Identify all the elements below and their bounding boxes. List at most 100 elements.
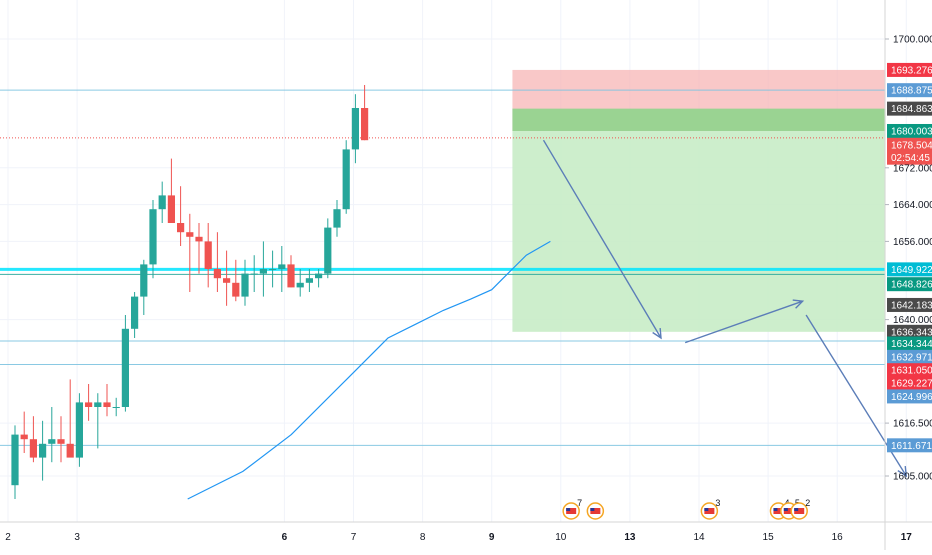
candle [121,315,129,412]
price-tag[interactable]: 1693.276 [887,62,932,77]
us-flag-icon [783,508,794,514]
candle-body [177,223,185,233]
candle-body [85,402,93,407]
candle [259,241,267,297]
candle [213,232,221,292]
candle [29,416,37,463]
price-tag[interactable]: 1642.183 [887,297,932,312]
price-tag-label: 1684.863 [891,104,932,115]
candle-body [103,402,111,407]
time-tick-label: 17 [901,532,913,543]
time-tick-label: 10 [555,532,567,543]
economic-event-flag[interactable] [586,502,605,520]
candle-body [333,209,341,228]
price-tag-background [887,363,932,378]
price-tag[interactable]: 1649.922 [887,262,932,277]
time-axis[interactable]: 23678910131415161720 [5,532,932,543]
price-tag[interactable]: 1648.826 [887,277,932,292]
price-tag[interactable]: 1611.671 [887,438,932,453]
candle [66,379,74,458]
price-tick-label: 1616.500 [893,419,932,430]
economic-event-flag[interactable]: 2 [790,498,810,520]
candle-body [158,195,166,210]
drawn-arrow[interactable] [684,299,805,344]
candle-body [57,439,65,444]
price-tag[interactable]: 1678.504 [887,137,932,152]
price-tag-background [887,438,932,453]
drawn-arrow[interactable] [542,139,662,340]
candle-body [29,439,37,458]
candle [48,407,56,463]
candle [158,181,166,223]
price-tag[interactable]: 1629.227 [887,376,932,391]
candle [204,223,212,288]
price-tick-label: 1605.000 [893,472,932,483]
time-tick-label: 15 [763,532,775,543]
price-tag[interactable]: 02:54:45 [887,150,932,165]
price-tag-label: 1693.276 [891,65,932,76]
position-zones[interactable] [512,69,886,332]
price-tag[interactable]: 1684.863 [887,101,932,116]
candle-body [75,402,83,458]
price-tag[interactable]: 1632.971 [887,349,932,364]
candle [94,393,102,449]
price-tag[interactable]: 1624.996 [887,389,932,404]
economic-event-flag[interactable]: 3 [700,498,720,520]
price-tag-label: 1624.996 [891,392,932,403]
price-tag-background [887,389,932,404]
arrow-head[interactable] [897,465,908,478]
us-flag-icon [566,508,577,514]
price-tag[interactable]: 1634.344 [887,336,932,351]
time-tick-label: 16 [832,532,844,543]
price-tag-background [887,376,932,391]
candle-body [305,278,313,283]
price-tag-label: 1634.344 [891,339,932,350]
time-tick-label: 3 [74,532,80,543]
price-axis[interactable]: 1700.000 1693.276 1688.875 1684.863 1680.003… [885,35,932,483]
price-tag-background [887,336,932,351]
arrow-head[interactable] [792,299,805,309]
open-profit-zone[interactable] [512,108,886,131]
candle-body [232,282,240,297]
candle-body [140,264,148,297]
candle [241,259,249,306]
candle-body [48,439,56,444]
time-tick-label: 14 [693,532,705,543]
us-flag-icon [773,508,784,514]
economic-event-flag[interactable]: 7 [562,498,582,520]
price-tag[interactable]: 1680.003 [887,123,932,138]
us-flag-canton [566,508,571,511]
events-layer[interactable]: 73452 [562,498,810,520]
candle-body [11,434,19,486]
candle [140,259,148,315]
candle-body [149,209,157,265]
price-tag-background [887,123,932,138]
price-tag-background [887,277,932,292]
candle-body [250,273,258,275]
candle-body [39,443,47,458]
price-tick-label: 1672.000 [893,163,932,174]
candle [186,213,194,292]
arrow-head[interactable] [652,327,662,340]
price-tag-background [887,101,932,116]
candle-body [66,443,74,458]
candle [11,425,19,499]
price-tag[interactable]: 1631.050 [887,363,932,378]
price-tag[interactable]: 1688.875 [887,83,932,98]
moving-average-line [187,240,551,500]
price-tick-label: 1700.000 [893,35,932,46]
us-flag-canton [794,508,799,511]
horizontal-lines[interactable] [0,89,885,446]
candle [250,255,258,292]
take-profit-zone[interactable] [512,130,886,332]
candle-body [186,232,194,237]
candle [333,200,341,237]
candle [57,416,65,463]
event-count: 7 [577,498,582,508]
candle [103,384,111,417]
arrow-line[interactable] [684,300,803,344]
arrow-line[interactable] [542,139,662,339]
price-tag[interactable]: 1636.343 [887,324,932,339]
